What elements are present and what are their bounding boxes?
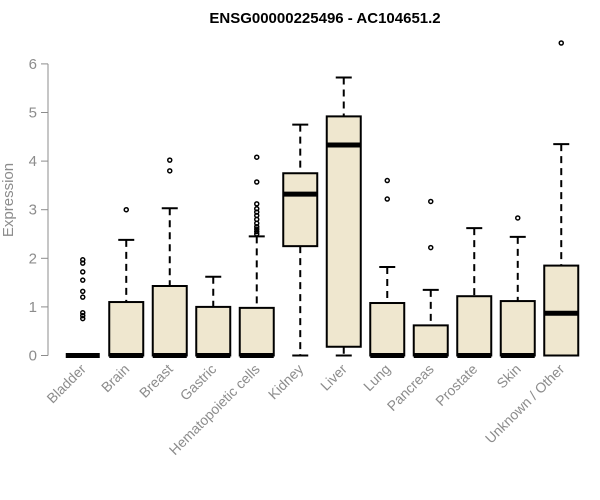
x-tick-label: Bladder [43,361,89,407]
outlier-point [80,277,86,283]
outlier-point [80,294,86,300]
box-rect [543,264,580,357]
box-rect [325,115,362,348]
x-tick-label: Kidney [265,361,307,403]
box-prostate [456,227,493,358]
y-tick-label: 1 [29,299,37,316]
outlier-point [80,269,86,275]
y-tick-label: 0 [29,348,37,365]
x-tick-label: Prostate [432,361,480,409]
box-unknown-other [543,40,580,357]
outlier-point [428,198,434,205]
outlier-point [254,228,260,235]
x-tick-label: Liver [317,361,350,394]
outlier-point [254,223,260,230]
outlier-point [123,206,129,213]
box-hematopoietic-cells [238,154,275,358]
y-tick-label: 5 [29,105,37,122]
x-tick-label: Lung [360,361,393,394]
box-rect [108,301,145,357]
x-tick-label: Unknown / Other [482,361,568,447]
outlier-point [80,309,86,316]
outlier-point [558,40,564,46]
box-gastric [195,275,232,358]
y-axis: 0 1 2 3 4 5 6 [29,56,49,365]
outlier-point [80,315,86,322]
box-bladder [65,257,100,358]
y-axis-label: Expression [0,163,17,237]
box-rect [412,324,449,357]
outlier-point [384,196,390,202]
box-brain [108,206,145,358]
x-tick-label: Brain [98,361,132,395]
box-rect [238,306,275,357]
outlier-point [254,226,260,232]
y-tick-label: 6 [29,56,37,73]
outlier-point [254,179,260,185]
x-tick-label: Skin [493,361,524,392]
x-tick-label: Gastric [177,361,220,404]
x-tick-label: Breast [136,361,176,401]
y-tick-label: 3 [29,202,37,219]
box-rect [151,285,188,357]
box-kidney [282,123,319,357]
boxes-layer [65,40,580,358]
box-liver [325,76,362,357]
outlier-point [254,231,260,237]
outlier-point [428,244,434,251]
outlier-point [384,177,390,184]
outlier-point [254,201,260,207]
y-tick-label: 4 [29,153,37,170]
outlier-point [515,215,521,221]
outlier-point [80,312,86,319]
box-breast [151,157,188,358]
outlier-point [254,154,260,160]
box-rect [282,172,319,248]
outlier-point [80,288,86,295]
box-lung [369,177,406,358]
outlier-point [167,157,173,163]
box-rect [369,302,406,357]
x-tick-label: Pancreas [384,361,437,414]
outlier-point [167,168,173,174]
outlier-point [80,260,86,266]
box-rect [499,300,536,357]
box-skin [499,215,536,358]
chart-title: ENSG00000225496 - AC104651.2 [209,10,440,27]
y-tick-label: 2 [29,250,37,267]
box-rect [456,295,493,357]
box-pancreas [412,198,449,358]
box-rect [195,305,232,357]
